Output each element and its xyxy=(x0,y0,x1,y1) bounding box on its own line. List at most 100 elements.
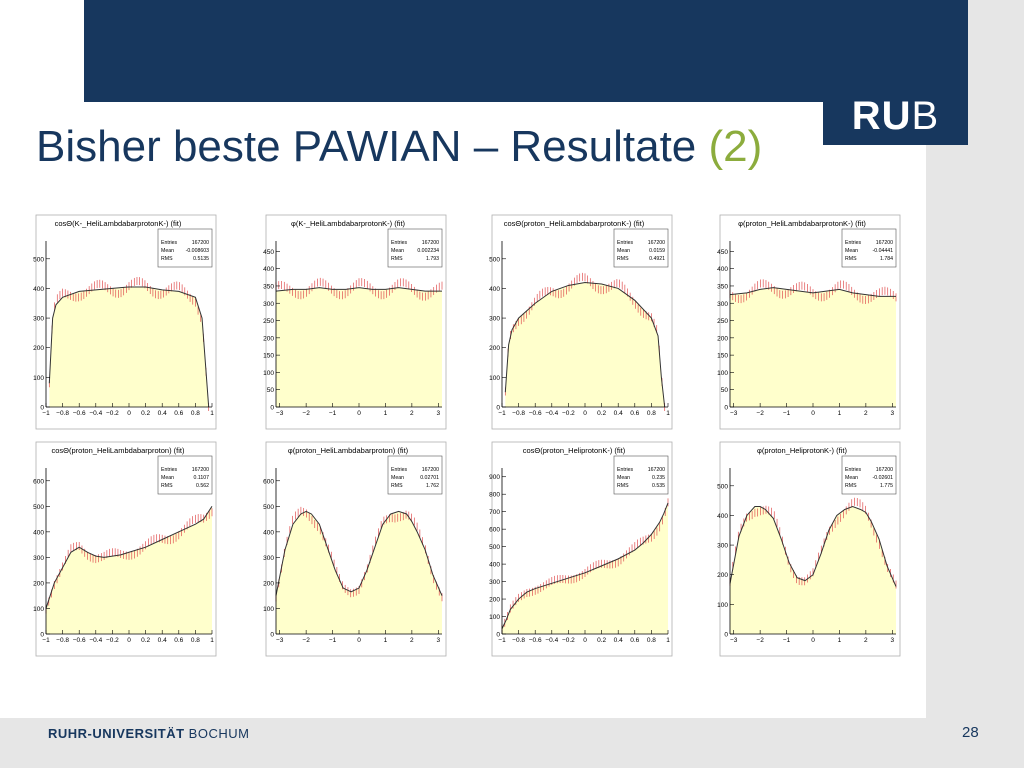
fit-curve xyxy=(729,287,896,297)
y-tick-label: 350 xyxy=(717,283,728,290)
histogram-fill xyxy=(505,282,665,407)
stats-key: Mean xyxy=(161,248,174,254)
histogram-panel-6: φ(proton_HeliLambdabarproton) (fit) 0 100 2… xyxy=(263,441,447,657)
y-tick-label: 200 xyxy=(489,345,500,352)
footer-band xyxy=(0,718,926,768)
y-tick-label: 450 xyxy=(717,249,728,256)
stats-value: 0.1107 xyxy=(194,475,210,481)
y-tick-label: 350 xyxy=(263,283,274,290)
histogram-fill xyxy=(730,506,896,634)
x-tick-label: −2 xyxy=(302,410,310,417)
x-tick-label: −0.8 xyxy=(56,637,69,644)
x-tick-label: −0.8 xyxy=(512,637,525,644)
x-tick-label: 3 xyxy=(436,637,440,644)
stats-key: RMS xyxy=(161,483,173,489)
x-tick-label: 0.2 xyxy=(597,410,606,417)
data-points xyxy=(504,272,666,411)
histogram-panel-5: cosΘ(proton_HeliLambdabarproton) (fit) 0 1… xyxy=(33,441,217,657)
x-tick-label: 1 xyxy=(210,410,214,417)
fit-curve xyxy=(729,506,897,587)
y-tick-label: 300 xyxy=(717,543,728,550)
x-tick-label: −2 xyxy=(302,637,310,644)
y-tick-label: 0 xyxy=(496,405,500,412)
stats-key: RMS xyxy=(617,256,629,262)
y-tick-label: 200 xyxy=(717,572,728,579)
histogram-panel-7: cosΘ(proton_HeliprotonK-) (fit) 0 100 200 30… xyxy=(489,441,673,657)
y-tick-label: 100 xyxy=(263,370,274,377)
stats-value: -0.04441 xyxy=(873,248,894,254)
y-tick-label: 150 xyxy=(717,353,728,360)
x-tick-label: 2 xyxy=(410,637,414,644)
y-tick-label: 100 xyxy=(717,602,728,609)
y-tick-label: 0 xyxy=(40,405,44,412)
y-tick-label: 0 xyxy=(270,632,274,639)
y-tick-label: 400 xyxy=(717,266,728,273)
histogram-fill xyxy=(276,287,442,407)
stats-box xyxy=(841,228,897,268)
y-tick-label: 0 xyxy=(496,632,500,639)
y-tick-label: 100 xyxy=(263,606,274,613)
y-tick-label: 500 xyxy=(33,256,44,263)
stats-key: Mean xyxy=(845,475,858,481)
x-tick-label: 0.8 xyxy=(647,637,656,644)
x-tick-label: 2 xyxy=(864,410,868,417)
stats-value: 0.0159 xyxy=(649,248,665,254)
stats-key: Mean xyxy=(617,475,630,481)
fit-curve xyxy=(275,510,443,596)
stats-box xyxy=(841,455,897,495)
x-tick-label: 0.4 xyxy=(614,637,623,644)
stats-box xyxy=(387,228,443,268)
x-tick-label: −0.6 xyxy=(529,637,542,644)
stats-box xyxy=(613,455,669,495)
stats-box xyxy=(613,228,669,268)
x-tick-label: 0.6 xyxy=(630,410,639,417)
x-tick-label: −0.4 xyxy=(545,637,558,644)
histogram-fill xyxy=(502,502,668,634)
x-tick-label: 0.6 xyxy=(630,637,639,644)
stats-value: 167200 xyxy=(648,467,665,473)
y-tick-label: 0 xyxy=(270,405,274,412)
y-tick-label: 500 xyxy=(33,504,44,511)
histogram-panel-2: φ(K-_HeliLambdabarprotonK-) (fit) 0 50 100 1… xyxy=(263,214,447,430)
stats-key: Mean xyxy=(391,248,404,254)
title-main: Bisher beste PAWIAN – Resultate xyxy=(36,122,709,171)
y-tick-label: 0 xyxy=(724,405,728,412)
stats-value: 167200 xyxy=(192,240,209,246)
y-tick-label: 100 xyxy=(717,370,728,377)
x-tick-label: −1 xyxy=(329,637,337,644)
stats-value: 0.002234 xyxy=(417,248,439,254)
y-tick-label: 450 xyxy=(263,249,274,256)
stats-value: 167200 xyxy=(422,240,439,246)
y-tick-label: 200 xyxy=(263,335,274,342)
stats-key: Mean xyxy=(617,248,630,254)
x-tick-label: 1 xyxy=(384,637,388,644)
fit-curve xyxy=(501,502,669,629)
x-tick-label: −1 xyxy=(42,410,50,417)
stats-value: -0.02601 xyxy=(873,475,894,481)
y-tick-label: 600 xyxy=(263,478,274,485)
x-tick-label: −0.2 xyxy=(562,637,575,644)
y-tick-label: 100 xyxy=(489,614,500,621)
x-tick-label: 1 xyxy=(384,410,388,417)
x-tick-label: 1 xyxy=(210,637,214,644)
footer-bold: RUHR-UNIVERSITÄT xyxy=(48,726,185,741)
page-number: 28 xyxy=(962,724,979,741)
y-tick-label: 500 xyxy=(263,504,274,511)
y-tick-label: 700 xyxy=(489,509,500,516)
x-tick-label: 2 xyxy=(410,410,414,417)
x-tick-label: −0.2 xyxy=(106,410,119,417)
x-tick-label: −0.8 xyxy=(512,410,525,417)
x-tick-label: 3 xyxy=(436,410,440,417)
y-tick-label: 900 xyxy=(489,474,500,481)
x-tick-label: 1 xyxy=(838,410,842,417)
fit-curve xyxy=(48,286,210,408)
x-tick-label: 0 xyxy=(583,637,587,644)
panel-title: φ(proton_HeliLambdabarproton) (fit) xyxy=(288,446,409,455)
x-tick-label: −1 xyxy=(42,637,50,644)
stats-key: Entries xyxy=(391,467,408,473)
stats-value: 167200 xyxy=(876,240,893,246)
stats-box xyxy=(157,228,213,268)
x-tick-label: 3 xyxy=(890,637,894,644)
stats-value: 1.775 xyxy=(880,483,893,489)
stats-key: RMS xyxy=(391,483,403,489)
